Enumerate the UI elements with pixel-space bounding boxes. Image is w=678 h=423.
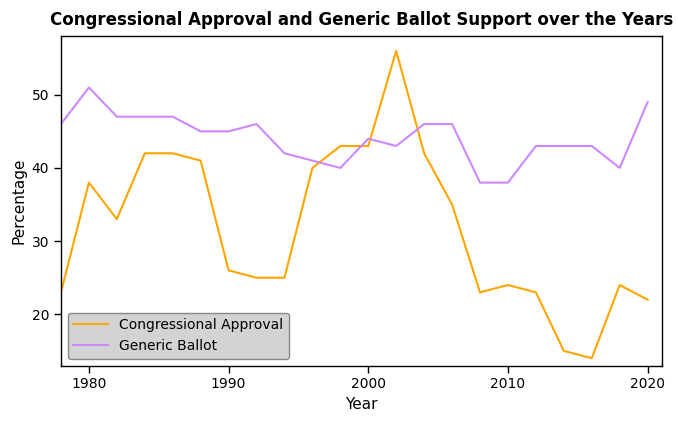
Line: Congressional Approval: Congressional Approval [61, 51, 647, 358]
Line: Generic Ballot: Generic Ballot [61, 88, 647, 183]
Generic Ballot [336, 165, 344, 170]
Congressional Approval [197, 158, 205, 163]
Y-axis label: Percentage: Percentage [11, 158, 26, 244]
Generic Ballot [141, 114, 149, 119]
Generic Ballot [57, 121, 65, 126]
Generic Ballot [85, 85, 93, 90]
Congressional Approval [169, 151, 177, 156]
Generic Ballot [113, 114, 121, 119]
Congressional Approval [392, 48, 400, 53]
Generic Ballot [281, 151, 289, 156]
Congressional Approval [57, 290, 65, 295]
Congressional Approval [476, 290, 484, 295]
Generic Ballot [308, 158, 317, 163]
Generic Ballot [420, 121, 428, 126]
Congressional Approval [420, 151, 428, 156]
Generic Ballot [616, 165, 624, 170]
Generic Ballot [643, 99, 652, 104]
Congressional Approval [224, 268, 233, 273]
Generic Ballot [476, 180, 484, 185]
Congressional Approval [616, 283, 624, 288]
Generic Ballot [224, 129, 233, 134]
Congressional Approval [364, 143, 372, 148]
Title: Congressional Approval and Generic Ballot Support over the Years: Congressional Approval and Generic Ballo… [49, 11, 673, 29]
Congressional Approval [504, 283, 512, 288]
Congressional Approval [588, 356, 596, 361]
Congressional Approval [281, 275, 289, 280]
X-axis label: Year: Year [345, 397, 378, 412]
Congressional Approval [113, 217, 121, 222]
Congressional Approval [336, 143, 344, 148]
Legend: Congressional Approval, Generic Ballot: Congressional Approval, Generic Ballot [68, 313, 289, 359]
Congressional Approval [85, 180, 93, 185]
Congressional Approval [643, 297, 652, 302]
Generic Ballot [364, 136, 372, 141]
Generic Ballot [504, 180, 512, 185]
Generic Ballot [392, 143, 400, 148]
Generic Ballot [532, 143, 540, 148]
Generic Ballot [560, 143, 568, 148]
Generic Ballot [169, 114, 177, 119]
Generic Ballot [252, 121, 260, 126]
Generic Ballot [197, 129, 205, 134]
Congressional Approval [560, 349, 568, 354]
Congressional Approval [532, 290, 540, 295]
Congressional Approval [448, 202, 456, 207]
Congressional Approval [308, 165, 317, 170]
Generic Ballot [448, 121, 456, 126]
Generic Ballot [588, 143, 596, 148]
Congressional Approval [252, 275, 260, 280]
Congressional Approval [141, 151, 149, 156]
